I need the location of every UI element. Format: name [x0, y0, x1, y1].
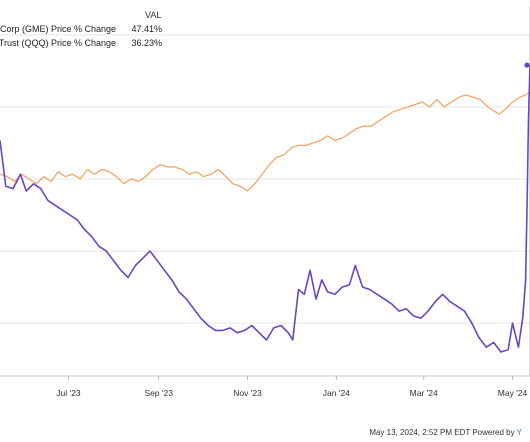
- series-line-qqq: [0, 91, 530, 192]
- ycharts-logo-mark: Y: [516, 428, 522, 437]
- legend-item-qqq: QQQ Trust (QQQ) Price % Change 36.23%: [0, 36, 168, 50]
- chart-plot-area: [0, 62, 530, 353]
- x-axis: Jul '23 Sep '23 Nov '23 Jan '24 Mar '24 May '…: [56, 376, 528, 398]
- x-tick-label: Nov '23: [233, 388, 262, 398]
- series-end-marker-gme: [524, 62, 530, 68]
- legend-item-label: QQQ Trust (QQQ) Price % Change: [0, 38, 116, 48]
- series-line-gme: [0, 65, 530, 353]
- x-tick-label: Sep '23: [144, 388, 173, 398]
- x-tick-label: Jan '24: [323, 388, 350, 398]
- x-tick-label: May '24: [498, 388, 528, 398]
- x-tick-label: Jul '23: [56, 388, 81, 398]
- chart-footer: May 13, 2024, 2:52 PM EDT Powered by Y: [369, 428, 522, 437]
- legend-value-header: VAL: [145, 10, 162, 20]
- legend-item-label: op Corp (GME) Price % Change: [0, 24, 116, 34]
- legend-item-value: 36.23%: [131, 38, 162, 48]
- legend-item-gme: op Corp (GME) Price % Change 47.41%: [0, 22, 168, 36]
- x-tick-label: Mar '24: [410, 388, 438, 398]
- footer-timestamp: May 13, 2024, 2:52 PM EDT Powered by: [369, 428, 515, 437]
- chart-gridlines: [0, 6, 530, 377]
- legend-item-value: 47.41%: [131, 24, 162, 34]
